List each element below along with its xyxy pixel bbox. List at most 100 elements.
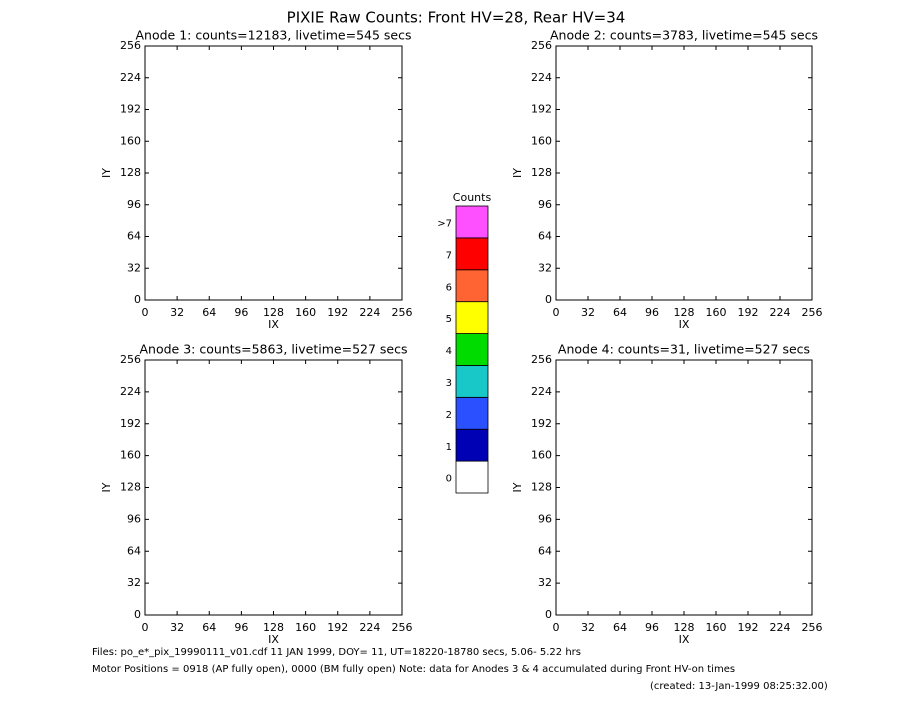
colorbar-label: 6 (446, 282, 452, 293)
colorbar-swatch (455, 301, 489, 334)
y-tick-label: 96 (538, 512, 552, 525)
colorbar-swatch (455, 396, 489, 430)
x-axis-label: IX (679, 318, 690, 331)
colorbar-label: 5 (446, 314, 452, 325)
colorbar-label: 0 (446, 474, 452, 485)
x-tick-label: 224 (359, 306, 380, 319)
y-tick-label: 96 (538, 198, 552, 211)
x-tick-label: 64 (613, 621, 627, 634)
y-tick-label: 256 (120, 353, 141, 366)
colorbar-label: 2 (446, 410, 452, 421)
x-tick-label: 192 (738, 306, 759, 319)
y-tick-label: 64 (538, 230, 552, 243)
panel-title: Anode 1: counts=12183, livetime=545 secs (136, 28, 412, 43)
y-tick-label: 256 (531, 353, 552, 366)
x-tick-label: 96 (645, 306, 659, 319)
y-tick-label: 224 (531, 385, 552, 398)
y-tick-label: 256 (531, 39, 552, 52)
y-tick-label: 32 (127, 261, 141, 274)
y-tick-label: 160 (531, 449, 552, 462)
x-axis-label: IX (679, 633, 690, 646)
x-tick-label: 64 (613, 306, 627, 319)
y-tick-label: 160 (531, 134, 552, 147)
colorbar-label: 1 (446, 442, 452, 453)
y-tick-label: 224 (120, 385, 141, 398)
x-tick-label: 192 (327, 306, 348, 319)
y-tick-label: 192 (531, 103, 552, 116)
x-tick-label: 160 (706, 306, 727, 319)
x-tick-label: 96 (234, 621, 248, 634)
y-tick-label: 32 (538, 261, 552, 274)
y-tick-label: 128 (531, 166, 552, 179)
y-axis-label: IY (511, 482, 524, 492)
y-axis-label: IY (511, 168, 524, 178)
y-tick-label: 0 (545, 608, 552, 621)
x-tick-label: 256 (802, 621, 823, 634)
y-axis-label: IY (100, 482, 113, 492)
footer-motor: Motor Positions = 0918 (AP fully open), … (92, 664, 735, 675)
y-tick-label: 160 (120, 449, 141, 462)
y-tick-label: 0 (134, 293, 141, 306)
colorbar-label: 7 (446, 250, 452, 261)
x-axis-label: IX (268, 318, 279, 331)
y-axis-label: IY (100, 168, 113, 178)
y-tick-label: 128 (120, 481, 141, 494)
y-tick-label: 224 (531, 71, 552, 84)
y-tick-label: 0 (545, 293, 552, 306)
x-tick-label: 32 (581, 306, 595, 319)
x-axis-label: IX (268, 633, 279, 646)
x-tick-label: 192 (738, 621, 759, 634)
colorbar-swatch (455, 205, 489, 239)
y-tick-label: 192 (120, 103, 141, 116)
plot-frame (555, 359, 813, 616)
x-tick-label: 96 (645, 621, 659, 634)
y-tick-label: 224 (120, 71, 141, 84)
colorbar-swatch (455, 237, 489, 271)
x-tick-label: 224 (359, 621, 380, 634)
x-tick-label: 128 (263, 306, 284, 319)
x-tick-label: 192 (327, 621, 348, 634)
x-tick-label: 224 (770, 306, 791, 319)
x-tick-label: 224 (770, 621, 791, 634)
colorbar-label: 4 (446, 346, 452, 357)
x-tick-label: 64 (202, 621, 216, 634)
y-tick-label: 128 (531, 481, 552, 494)
x-tick-label: 160 (295, 621, 316, 634)
footer-files: Files: po_e*_pix_19990111_v01.cdf 11 JAN… (92, 647, 581, 658)
x-tick-label: 256 (392, 621, 413, 634)
y-tick-label: 128 (120, 166, 141, 179)
colorbar-swatch (455, 460, 489, 494)
y-tick-label: 256 (120, 39, 141, 52)
colorbar-swatch (455, 365, 489, 398)
x-tick-label: 256 (392, 306, 413, 319)
y-tick-label: 64 (538, 544, 552, 557)
panel-title: Anode 3: counts=5863, livetime=527 secs (139, 342, 407, 357)
x-tick-label: 32 (170, 621, 184, 634)
colorbar-label: >7 (437, 219, 452, 230)
plot-frame (144, 359, 403, 616)
colorbar-swatch (455, 333, 489, 366)
x-tick-label: 32 (581, 621, 595, 634)
y-tick-label: 32 (538, 576, 552, 589)
y-tick-label: 96 (127, 198, 141, 211)
y-tick-label: 160 (120, 134, 141, 147)
y-tick-label: 192 (531, 417, 552, 430)
x-tick-label: 0 (553, 621, 560, 634)
colorbar-title: Counts (453, 191, 492, 204)
x-tick-label: 160 (295, 306, 316, 319)
panel-title: Anode 4: counts=31, livetime=527 secs (558, 342, 810, 357)
x-tick-label: 128 (263, 621, 284, 634)
x-tick-label: 64 (202, 306, 216, 319)
panel-title: Anode 2: counts=3783, livetime=545 secs (550, 28, 818, 43)
colorbar-swatch (455, 269, 489, 303)
y-tick-label: 32 (127, 576, 141, 589)
y-tick-label: 64 (127, 230, 141, 243)
x-tick-label: 128 (674, 306, 695, 319)
footer-created: (created: 13-Jan-1999 08:25:32.00) (650, 681, 828, 692)
x-tick-label: 0 (142, 621, 149, 634)
x-tick-label: 32 (170, 306, 184, 319)
x-tick-label: 256 (802, 306, 823, 319)
x-tick-label: 160 (706, 621, 727, 634)
colorbar-label: 3 (446, 378, 452, 389)
